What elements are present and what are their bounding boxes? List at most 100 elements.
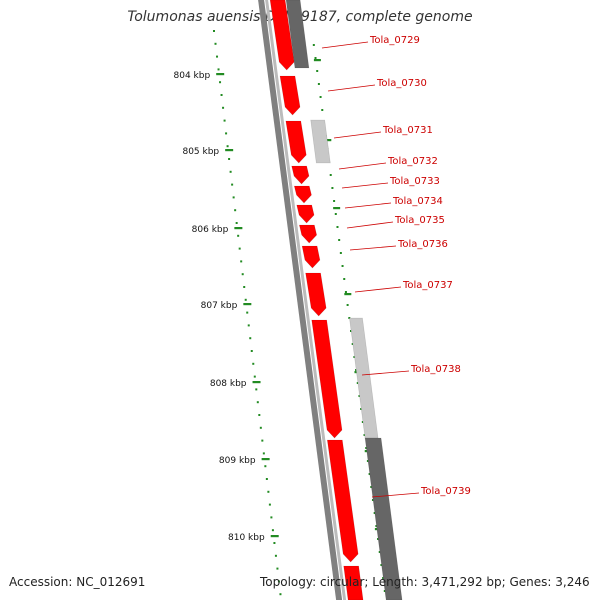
gc-skew-dot: [317, 83, 320, 85]
gc-dot: [267, 490, 270, 493]
gc-dot: [273, 542, 276, 544]
gc-skew-dot: [355, 369, 358, 371]
tick-label: 805 kbp: [182, 147, 219, 157]
gc-tick: [243, 303, 252, 306]
gc-dots-layer: [213, 30, 386, 596]
gc-skew-dot: [360, 408, 363, 410]
label-leader: [341, 182, 389, 189]
gc-dot: [225, 132, 228, 135]
gene-forward-2: [279, 75, 301, 116]
gc-dot: [243, 286, 246, 288]
gc-skew-dot: [377, 538, 380, 540]
label-leader: [349, 245, 397, 251]
gc-skew-dot: [370, 486, 373, 488]
gene-forward-10: [311, 319, 343, 439]
label-leader: [354, 286, 402, 293]
gc-skew-dot: [334, 213, 337, 215]
gene-label: Tola_0735: [394, 215, 445, 226]
gene-forward-3: [285, 120, 307, 164]
gc-tick: [216, 73, 225, 76]
gc-skew-dot: [353, 356, 356, 358]
gc-skew-dot: [358, 395, 361, 397]
gc-skew-dot: [371, 499, 374, 501]
gc-skew-dot: [383, 590, 386, 592]
gc-skew-dot: [338, 239, 341, 241]
gc-skew-dot: [339, 252, 342, 254]
label-leader: [371, 492, 420, 498]
gene-label: Tola_0732: [387, 156, 438, 167]
tick-label: 804 kbp: [174, 71, 211, 81]
gene-outer-2: [310, 119, 331, 164]
gene-outer-1: [285, 0, 310, 69]
gc-skew-dot: [365, 447, 368, 449]
gc-skew-dot: [346, 304, 349, 306]
gc-dot: [231, 183, 234, 186]
label-leader: [346, 221, 394, 229]
topology-text: Topology: circular; Length: 3,471,292 bp…: [260, 575, 590, 589]
gene-forward-12: [343, 565, 364, 600]
label-leader: [361, 370, 410, 376]
gc-skew-dot: [368, 473, 371, 475]
gc-dot: [216, 55, 219, 58]
gc-skew-dot: [380, 564, 383, 566]
gc-skew-dot: [366, 460, 369, 462]
gc-skew-dot: [373, 512, 376, 514]
backbone-line: [258, 0, 343, 600]
gc-dot: [217, 68, 220, 71]
gc-dot: [241, 273, 244, 276]
gc-dot: [247, 324, 250, 327]
gc-dot: [279, 593, 282, 596]
gc-dot: [262, 452, 265, 455]
gc-skew-dot: [314, 57, 317, 59]
gc-skew-dot: [321, 109, 324, 111]
gene-forward-11: [326, 439, 359, 563]
tick-labels-layer: 804 kbp 805 kbp 806 kbp 807 kbp 808 kbp 809 k…: [174, 71, 265, 543]
gc-skew-dot: [331, 187, 334, 189]
gc-tick: [234, 227, 243, 230]
gc-skew-tick: [333, 207, 341, 210]
accession-text: Accession: NC_012691: [9, 575, 146, 589]
gc-dot: [219, 81, 222, 84]
gc-skew-dot: [356, 382, 359, 384]
gc-skew-dot: [343, 278, 346, 280]
gc-dot: [229, 170, 232, 173]
gc-dot: [222, 106, 225, 109]
gc-dot: [270, 516, 273, 519]
tick-label: 808 kbp: [210, 379, 247, 389]
gc-skew-dot: [344, 291, 347, 293]
tick-label: 809 kbp: [219, 456, 256, 466]
gene-label: Tola_0738: [410, 364, 461, 375]
gc-dot: [246, 311, 249, 314]
gene-label: Tola_0733: [389, 176, 440, 187]
gc-tick: [270, 535, 279, 538]
gc-dot: [253, 375, 256, 378]
tick-label: 810 kbp: [228, 533, 265, 543]
gc-skew-tick: [344, 293, 352, 296]
gc-dot: [232, 196, 235, 199]
gc-dot: [235, 222, 238, 224]
label-leader: [333, 131, 382, 139]
label-leader: [338, 162, 387, 170]
backbone-shadow: [265, 0, 347, 600]
gene-label: Tola_0731: [382, 125, 433, 136]
label-leader: [327, 84, 376, 92]
gene-outer-3: [349, 317, 379, 439]
gene-forward-8: [301, 245, 321, 269]
gc-dot: [228, 158, 231, 160]
gc-skew-dot: [351, 343, 354, 345]
gene-forward-9: [305, 272, 327, 317]
gc-skew-dot: [375, 525, 378, 527]
gc-dot: [234, 209, 237, 212]
gene-label: Tola_0729: [369, 35, 420, 46]
gene-outer-4: [364, 437, 403, 600]
gc-dot: [249, 337, 252, 340]
gc-skew-dot: [319, 96, 322, 98]
gene-forward-4: [291, 165, 310, 185]
gc-dot: [276, 567, 279, 570]
gc-skew-dot: [378, 551, 381, 553]
gene-forward-7: [298, 224, 318, 244]
gc-skew-dot: [329, 174, 332, 176]
gc-dot: [264, 465, 267, 468]
gc-tick: [225, 149, 234, 152]
gc-dot: [223, 119, 226, 122]
